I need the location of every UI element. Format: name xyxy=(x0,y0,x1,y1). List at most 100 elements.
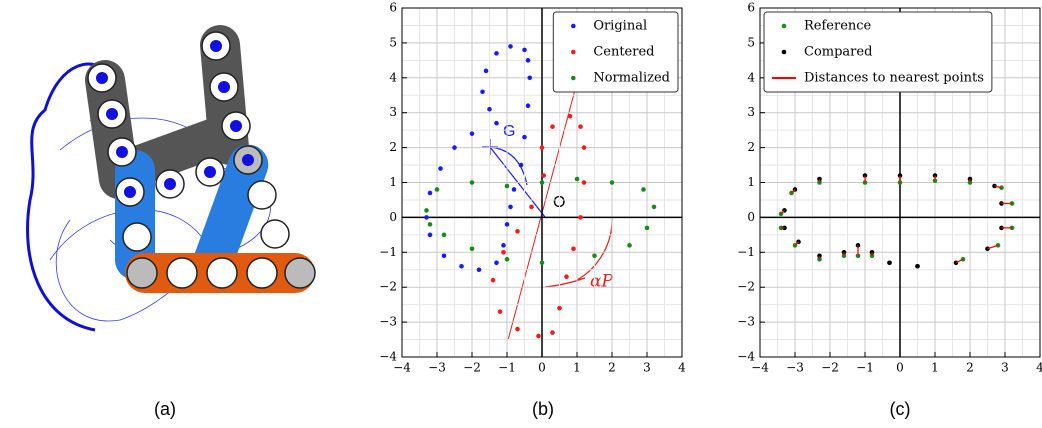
point xyxy=(564,274,569,280)
point xyxy=(529,204,534,210)
point xyxy=(525,58,531,63)
caption: (b) xyxy=(532,399,554,419)
point xyxy=(427,222,433,227)
point xyxy=(508,44,513,49)
x-tick-label: 2 xyxy=(966,361,974,375)
y-tick-label: 4 xyxy=(747,70,755,84)
point xyxy=(541,173,547,178)
y-tick-label: 5 xyxy=(747,35,755,49)
y-tick-label: 0 xyxy=(747,210,755,224)
distance-segment xyxy=(780,209,785,215)
point xyxy=(469,246,475,252)
caption: (a) xyxy=(154,399,176,419)
legend-label: Original xyxy=(593,19,647,34)
point xyxy=(459,263,464,269)
point xyxy=(487,106,492,112)
y-tick-label: 2 xyxy=(389,140,397,154)
point xyxy=(581,145,587,150)
y-tick-label: 6 xyxy=(747,1,755,15)
legend-box xyxy=(552,11,679,93)
point xyxy=(427,232,433,238)
point xyxy=(539,260,545,266)
point xyxy=(578,124,583,129)
y-tick-label: 1 xyxy=(747,175,755,189)
x-tick-label: 4 xyxy=(678,361,686,375)
distance-segment xyxy=(791,189,796,194)
y-tick-label: −4 xyxy=(737,350,755,364)
decor-b xyxy=(482,74,613,341)
point xyxy=(483,68,489,74)
y-tick-label: 3 xyxy=(389,105,397,119)
y-tick-label: −3 xyxy=(379,315,397,329)
legend-symbol xyxy=(571,23,576,29)
point xyxy=(424,215,429,220)
point xyxy=(494,260,499,266)
point xyxy=(427,190,433,196)
x-tick-label: 1 xyxy=(931,361,939,375)
legend-box xyxy=(763,11,993,93)
annotation: G xyxy=(503,123,515,140)
x-tick-label: 0 xyxy=(538,361,546,375)
y-tick-label: 3 xyxy=(747,105,755,119)
point xyxy=(504,183,510,189)
point xyxy=(504,222,510,227)
point xyxy=(536,333,541,339)
distance-segment xyxy=(955,258,964,264)
point xyxy=(515,326,520,332)
legend: Original Centered Normalized xyxy=(552,11,679,93)
caption: (c) xyxy=(890,399,911,419)
point xyxy=(490,277,496,283)
legend-label: Distances to nearest points xyxy=(804,71,984,86)
point xyxy=(641,187,646,192)
point xyxy=(480,89,485,95)
robot-drawing xyxy=(26,24,316,332)
point xyxy=(494,120,499,126)
legend-symbol xyxy=(781,23,787,29)
y-tick-label: −2 xyxy=(379,280,397,294)
legend-label: Normalized xyxy=(593,71,670,86)
legend-symbol xyxy=(571,49,576,55)
point xyxy=(424,208,429,213)
x-tick-label: 1 xyxy=(573,361,581,375)
point xyxy=(522,134,527,140)
point xyxy=(817,256,822,262)
distance-segment xyxy=(987,244,999,250)
point xyxy=(627,243,632,248)
point xyxy=(887,260,892,266)
point xyxy=(581,180,587,185)
point xyxy=(644,225,650,231)
point xyxy=(434,187,440,192)
point xyxy=(915,263,920,269)
point xyxy=(497,309,503,314)
distance-segment xyxy=(794,241,799,246)
x-tick-label: −4 xyxy=(393,361,411,375)
point xyxy=(651,204,657,210)
point xyxy=(539,145,545,150)
x-tick-label: 0 xyxy=(896,361,904,375)
point xyxy=(501,243,506,248)
point xyxy=(522,47,527,53)
x-tick-label: 2 xyxy=(608,361,616,375)
point xyxy=(574,176,580,182)
legend-symbol xyxy=(781,49,787,55)
point xyxy=(578,215,583,220)
point xyxy=(550,330,555,335)
y-tick-label: 2 xyxy=(747,140,755,154)
y-tick-label: −1 xyxy=(737,245,755,259)
point xyxy=(504,256,510,262)
point xyxy=(476,267,482,273)
point xyxy=(494,51,499,56)
x-tick-label: −1 xyxy=(498,361,516,375)
plot-frame xyxy=(759,7,1041,358)
y-tick-label: 0 xyxy=(389,210,397,224)
legend-label: Centered xyxy=(593,45,654,60)
legend-symbol xyxy=(571,75,576,81)
point xyxy=(515,229,520,234)
y-tick-label: 1 xyxy=(389,175,397,189)
x-tick-label: −4 xyxy=(751,361,769,375)
point xyxy=(511,187,517,192)
y-tick-label: 5 xyxy=(389,35,397,49)
point xyxy=(469,180,475,185)
point xyxy=(592,253,597,259)
point xyxy=(501,250,506,255)
